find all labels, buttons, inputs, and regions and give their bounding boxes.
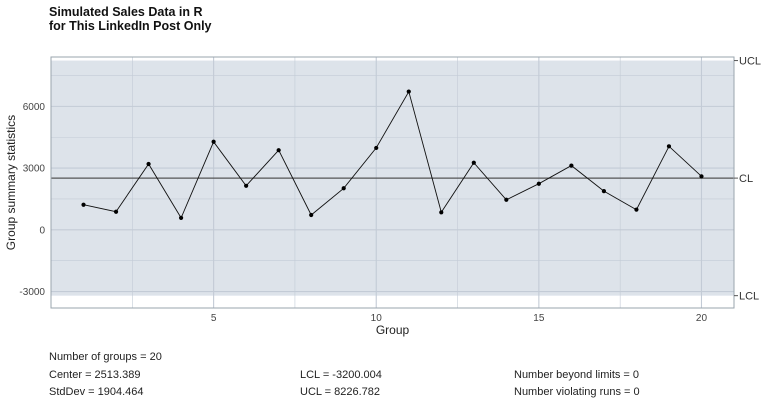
data-point: [113, 209, 119, 214]
chart-title-line-2: for This LinkedIn Post Only: [49, 19, 212, 33]
data-point: [569, 163, 574, 168]
stat-lcl: LCL = -3200.004: [300, 369, 382, 381]
stat-beyond-limits: Number beyond limits = 0: [514, 369, 640, 381]
data-point: [309, 212, 314, 218]
data-point: [699, 174, 704, 179]
y-tick-label: 3000: [23, 164, 46, 175]
series-line: [83, 90, 702, 219]
data-point: [406, 89, 411, 94]
limit-label-lcl: LCL: [739, 291, 759, 303]
stat-ucl: UCL = 8226.782: [300, 386, 381, 398]
limit-label-cl: CL: [739, 173, 753, 185]
data-point: [81, 202, 86, 207]
x-axis-title: Group: [376, 323, 410, 337]
data-point: [601, 189, 607, 194]
control-chart: -3000 0 3000 6000 5 10 15 20 Group Group summary …: [4, 56, 761, 337]
stat-stddev: StdDev = 1904.464: [49, 386, 144, 398]
data-point: [178, 215, 184, 220]
x-tick-label: 10: [371, 313, 383, 324]
x-tick-label: 20: [696, 313, 708, 324]
data-point: [504, 197, 509, 202]
plot-panel-border: [50, 56, 735, 309]
data-point: [471, 160, 476, 165]
y-axis-title: Group summary statistics: [4, 115, 18, 250]
data-point: [536, 181, 541, 186]
data-point: [634, 207, 639, 212]
stat-number-of-groups: Number of groups = 20: [49, 351, 162, 363]
data-point: [374, 145, 379, 151]
y-tick-label: -3000: [19, 287, 45, 298]
data-point: [666, 144, 672, 149]
data-point: [341, 186, 346, 191]
stat-center: Center = 2513.389: [49, 369, 141, 381]
data-point: [244, 183, 249, 188]
y-tick-label: 0: [39, 225, 45, 236]
y-tick-label: 6000: [23, 102, 46, 113]
data-point: [439, 210, 444, 215]
chart-title: Simulated Sales Data in R for This Linke…: [49, 5, 212, 33]
x-tick-label: 5: [211, 313, 217, 324]
x-tick-label: 15: [533, 313, 545, 324]
limit-label-ucl: UCL: [739, 56, 761, 68]
data-point: [146, 161, 151, 167]
data-point: [211, 139, 216, 144]
stat-violating-runs: Number violating runs = 0: [514, 386, 640, 398]
chart-title-line-1: Simulated Sales Data in R: [49, 5, 203, 19]
data-point: [276, 148, 281, 153]
